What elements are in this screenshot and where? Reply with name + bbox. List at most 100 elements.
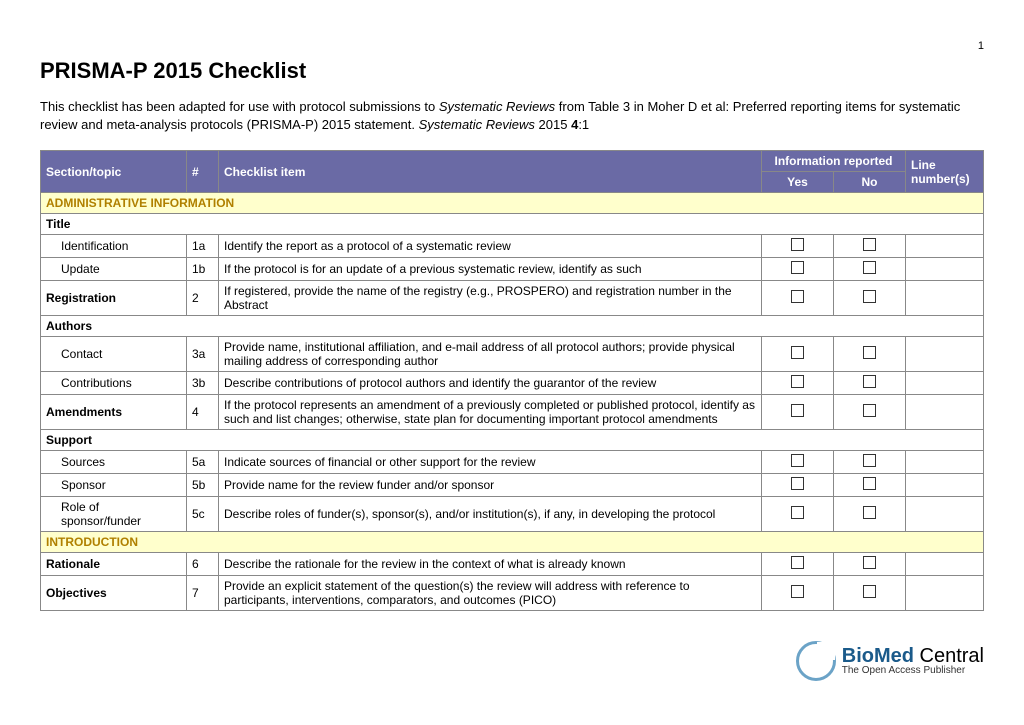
checkbox-yes[interactable]: [791, 506, 804, 519]
cell-line[interactable]: [906, 576, 984, 611]
table-row: Role of sponsor/funder 5c Describe roles…: [41, 497, 984, 532]
cell-section: Sources: [41, 451, 187, 474]
cell-item: Provide an explicit statement of the que…: [219, 576, 762, 611]
intro-colon: :1: [578, 117, 589, 132]
cell-section: Amendments: [41, 395, 187, 430]
checkbox-yes[interactable]: [791, 261, 804, 274]
biomed-tagline: The Open Access Publisher: [842, 666, 984, 676]
cell-line[interactable]: [906, 497, 984, 532]
table-row: Sponsor 5b Provide name for the review f…: [41, 474, 984, 497]
intro-post: 2015: [535, 117, 571, 132]
cell-line[interactable]: [906, 281, 984, 316]
cell-num: 5a: [187, 451, 219, 474]
cell-line[interactable]: [906, 553, 984, 576]
table-row: Objectives 7 Provide an explicit stateme…: [41, 576, 984, 611]
checkbox-yes[interactable]: [791, 585, 804, 598]
cell-section: Contributions: [41, 372, 187, 395]
biomed-ring-icon: [796, 641, 836, 681]
row-support: Support: [41, 430, 984, 451]
cell-num: 7: [187, 576, 219, 611]
checkbox-no[interactable]: [863, 454, 876, 467]
cell-item: If registered, provide the name of the r…: [219, 281, 762, 316]
row-title: Title: [41, 214, 984, 235]
checkbox-yes[interactable]: [791, 454, 804, 467]
intro-em1: Systematic Reviews: [439, 99, 555, 114]
checkbox-no[interactable]: [863, 506, 876, 519]
cell-num: 2: [187, 281, 219, 316]
th-info: Information reported: [761, 151, 905, 172]
cell-item: If the protocol is for an update of a pr…: [219, 258, 762, 281]
checkbox-yes[interactable]: [791, 404, 804, 417]
checkbox-no[interactable]: [863, 477, 876, 490]
intro-em2: Systematic Reviews: [419, 117, 535, 132]
th-no: No: [833, 172, 905, 193]
cell-num: 6: [187, 553, 219, 576]
th-line: Line number(s): [906, 151, 984, 193]
cat-admin: ADMINISTRATIVE INFORMATION: [41, 193, 984, 214]
table-row: Contact 3a Provide name, institutional a…: [41, 337, 984, 372]
cell-num: 1a: [187, 235, 219, 258]
table-row: Sources 5a Indicate sources of financial…: [41, 451, 984, 474]
cell-item: Describe roles of funder(s), sponsor(s),…: [219, 497, 762, 532]
checklist-table: Section/topic # Checklist item Informati…: [40, 150, 984, 611]
checkbox-yes[interactable]: [791, 346, 804, 359]
cell-item: Provide name for the review funder and/o…: [219, 474, 762, 497]
cell-line[interactable]: [906, 235, 984, 258]
th-num: #: [187, 151, 219, 193]
cell-item: Describe the rationale for the review in…: [219, 553, 762, 576]
intro-pre: This checklist has been adapted for use …: [40, 99, 439, 114]
biomed-brand: BioMed Central: [842, 646, 984, 666]
cell-line[interactable]: [906, 337, 984, 372]
checkbox-yes[interactable]: [791, 556, 804, 569]
cell-line[interactable]: [906, 474, 984, 497]
th-item: Checklist item: [219, 151, 762, 193]
cell-line[interactable]: [906, 258, 984, 281]
cell-item: If the protocol represents an amendment …: [219, 395, 762, 430]
cell-section: Rationale: [41, 553, 187, 576]
table-row: Amendments 4 If the protocol represents …: [41, 395, 984, 430]
th-section: Section/topic: [41, 151, 187, 193]
checkbox-yes[interactable]: [791, 290, 804, 303]
cell-item: Provide name, institutional affiliation,…: [219, 337, 762, 372]
checkbox-yes[interactable]: [791, 238, 804, 251]
row-authors: Authors: [41, 316, 984, 337]
cell-item: Describe contributions of protocol autho…: [219, 372, 762, 395]
checkbox-no[interactable]: [863, 346, 876, 359]
page-title: PRISMA-P 2015 Checklist: [40, 58, 984, 84]
cat-intro: INTRODUCTION: [41, 532, 984, 553]
cell-section: Role of sponsor/funder: [41, 497, 187, 532]
cell-section: Identification: [41, 235, 187, 258]
cell-line[interactable]: [906, 451, 984, 474]
checkbox-yes[interactable]: [791, 375, 804, 388]
cell-num: 3b: [187, 372, 219, 395]
checkbox-no[interactable]: [863, 238, 876, 251]
th-yes: Yes: [761, 172, 833, 193]
cell-num: 4: [187, 395, 219, 430]
cell-num: 1b: [187, 258, 219, 281]
page-number: 1: [40, 40, 984, 52]
footer: BioMed Central The Open Access Publisher: [40, 641, 984, 684]
cell-line[interactable]: [906, 372, 984, 395]
checkbox-no[interactable]: [863, 585, 876, 598]
checkbox-no[interactable]: [863, 261, 876, 274]
checkbox-no[interactable]: [863, 404, 876, 417]
checkbox-no[interactable]: [863, 556, 876, 569]
table-row: Update 1b If the protocol is for an upda…: [41, 258, 984, 281]
cell-section: Contact: [41, 337, 187, 372]
table-row: Registration 2 If registered, provide th…: [41, 281, 984, 316]
cell-num: 5c: [187, 497, 219, 532]
cell-line[interactable]: [906, 395, 984, 430]
checkbox-no[interactable]: [863, 375, 876, 388]
cell-item: Indicate sources of financial or other s…: [219, 451, 762, 474]
table-row: Contributions 3b Describe contributions …: [41, 372, 984, 395]
cell-num: 3a: [187, 337, 219, 372]
cell-item: Identify the report as a protocol of a s…: [219, 235, 762, 258]
checkbox-no[interactable]: [863, 290, 876, 303]
table-row: Rationale 6 Describe the rationale for t…: [41, 553, 984, 576]
cell-section: Objectives: [41, 576, 187, 611]
checkbox-yes[interactable]: [791, 477, 804, 490]
cell-section: Registration: [41, 281, 187, 316]
cell-section: Sponsor: [41, 474, 187, 497]
biomed-logo: BioMed Central The Open Access Publisher: [796, 641, 984, 681]
table-row: Identification 1a Identify the report as…: [41, 235, 984, 258]
